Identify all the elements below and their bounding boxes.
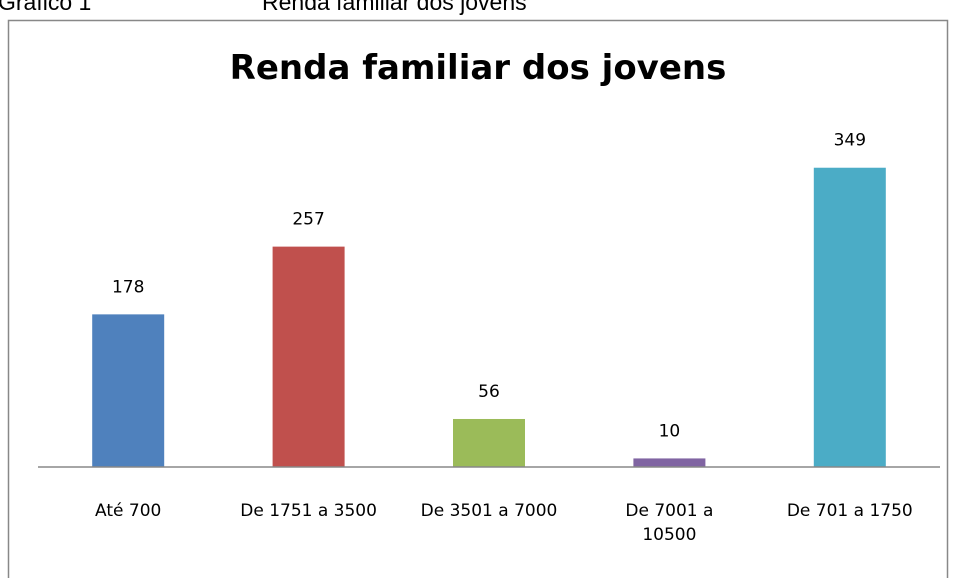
data-label: 178 bbox=[112, 277, 144, 297]
x-tick-label: Até 700 bbox=[95, 501, 162, 521]
caption-title: Renda familiar dos jovens bbox=[262, 0, 527, 15]
data-label: 257 bbox=[292, 210, 324, 230]
chart-title: Renda familiar dos jovens bbox=[230, 48, 727, 88]
x-tick-label: De 3501 a 7000 bbox=[420, 501, 558, 521]
x-tick-label: De 1751 a 3500 bbox=[240, 501, 377, 521]
chart-frame bbox=[7, 19, 949, 578]
caption-label: Gráfico 1 bbox=[0, 0, 91, 15]
bar bbox=[633, 458, 706, 467]
x-tick-label: De 701 a 1750 bbox=[786, 501, 913, 521]
bar bbox=[813, 167, 886, 468]
bar bbox=[272, 246, 345, 467]
bar bbox=[453, 418, 525, 467]
data-label: 349 bbox=[834, 131, 866, 151]
x-tick-label: De 7001 a 10500 bbox=[625, 501, 714, 545]
bar bbox=[92, 314, 165, 467]
data-label: 56 bbox=[478, 382, 500, 402]
data-label: 10 bbox=[659, 421, 681, 441]
